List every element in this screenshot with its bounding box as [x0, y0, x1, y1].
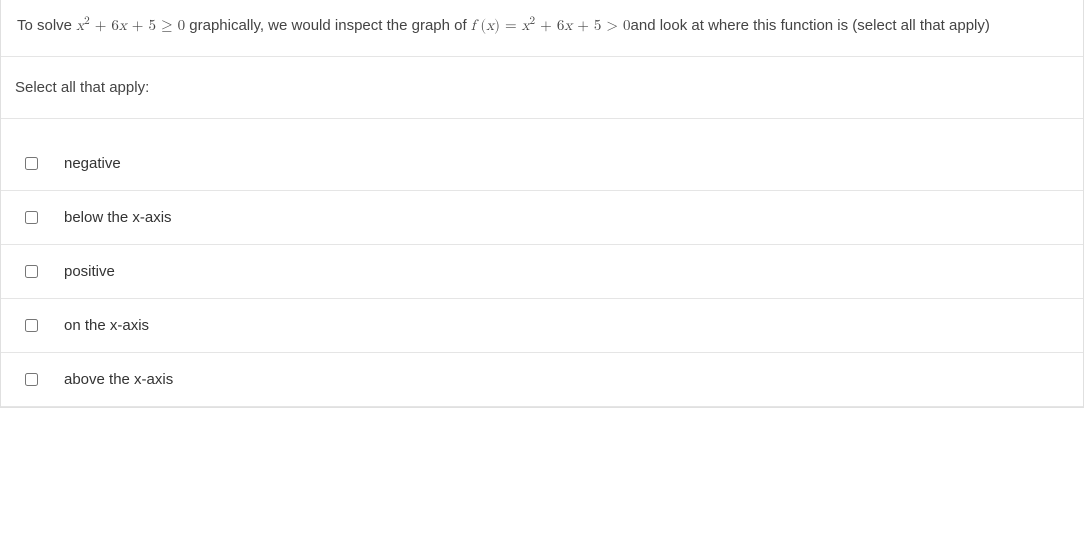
instruction-text: Select all that apply:	[1, 57, 1083, 119]
option-checkbox[interactable]	[25, 265, 38, 278]
options-list: negative below the x-axis positive on th…	[1, 119, 1083, 407]
option-label: positive	[64, 263, 115, 280]
question-prefix: To solve	[17, 17, 76, 34]
question-text: To solve x2 + 6x + 5 ≥ 0 graphically, we…	[1, 0, 1083, 57]
math-expr-1: x2 + 6x + 5 ≥ 0	[76, 18, 185, 33]
option-checkbox[interactable]	[25, 211, 38, 224]
option-checkbox[interactable]	[25, 373, 38, 386]
option-checkbox[interactable]	[25, 319, 38, 332]
option-row[interactable]: below the x-axis	[1, 191, 1083, 245]
question-container: To solve x2 + 6x + 5 ≥ 0 graphically, we…	[0, 0, 1084, 408]
question-middle: graphically, we would inspect the graph …	[185, 17, 471, 34]
option-row[interactable]: positive	[1, 245, 1083, 299]
math-func: f (x) = x2 + 6x + 5 > 0	[471, 18, 631, 33]
option-label: negative	[64, 155, 121, 172]
option-row[interactable]: on the x-axis	[1, 299, 1083, 353]
option-checkbox[interactable]	[25, 157, 38, 170]
option-label: above the x-axis	[64, 371, 173, 388]
option-label: on the x-axis	[64, 317, 149, 334]
option-label: below the x-axis	[64, 209, 172, 226]
option-row[interactable]: negative	[1, 137, 1083, 191]
option-row[interactable]: above the x-axis	[1, 353, 1083, 407]
question-suffix: and look at where this function is (sele…	[631, 17, 990, 34]
